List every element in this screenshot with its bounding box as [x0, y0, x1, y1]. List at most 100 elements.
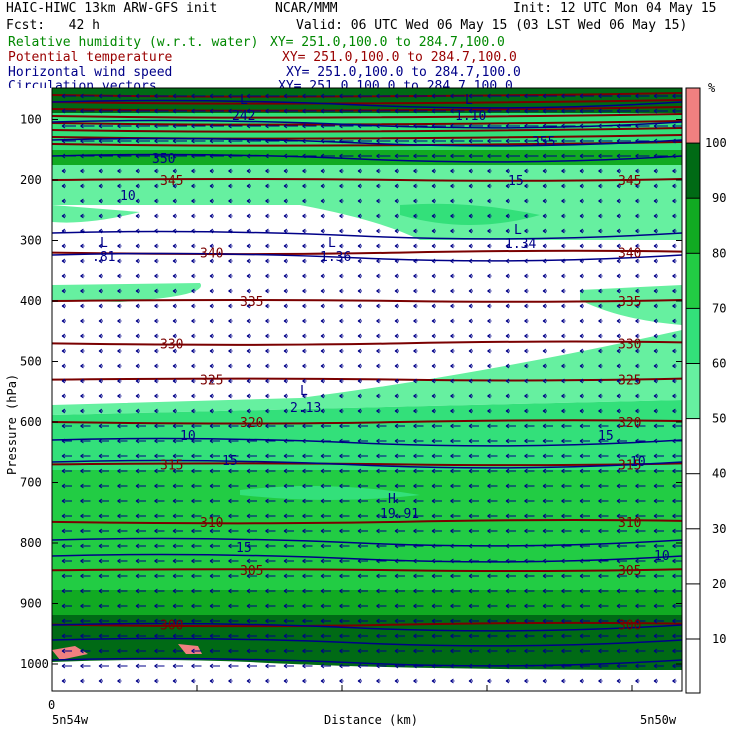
vector-head — [468, 348, 473, 354]
vector-head — [413, 243, 417, 249]
vector-head — [357, 333, 362, 339]
vector-head — [413, 213, 417, 219]
vector-head — [209, 648, 214, 654]
vector-head — [579, 453, 584, 459]
vector-head — [98, 618, 103, 624]
vector-head — [394, 663, 399, 669]
vector-head — [561, 348, 565, 354]
vector-head — [431, 663, 436, 669]
vector-head — [598, 528, 602, 534]
vector-head — [598, 423, 602, 429]
vector-head — [246, 573, 251, 579]
vector-head — [320, 603, 325, 609]
vector-head — [320, 498, 325, 504]
y-tick-label: 300 — [20, 234, 42, 248]
vector-head — [672, 363, 676, 369]
vector-head — [635, 123, 639, 129]
vector-head — [635, 543, 639, 549]
vector-head — [302, 633, 306, 639]
vector-head — [117, 513, 121, 519]
vector-head — [154, 588, 158, 594]
vector-head — [80, 528, 84, 534]
vector-head — [394, 528, 399, 534]
vector-head — [191, 123, 195, 129]
vector-head — [117, 678, 121, 684]
vector-head — [98, 333, 103, 339]
vector-head — [376, 108, 380, 114]
circulation-vector-layer — [61, 93, 682, 684]
vector-head — [653, 243, 658, 249]
vector-head — [635, 348, 639, 354]
vector-head — [487, 453, 491, 459]
vector-head — [320, 573, 325, 579]
vector-head — [61, 303, 66, 309]
field-name-wind: Horizontal wind speed — [8, 65, 173, 80]
vector-head — [357, 303, 362, 309]
vector-head — [505, 633, 510, 639]
vector-head — [302, 603, 306, 609]
vector-head — [598, 663, 602, 669]
vector-head — [635, 558, 639, 564]
vector-head — [135, 108, 140, 114]
colorbar-tick-label: 90 — [712, 191, 726, 205]
vector-head — [579, 363, 584, 369]
vector-head — [487, 363, 491, 369]
vector-head — [246, 183, 251, 189]
vector-head — [154, 213, 158, 219]
colorbar-tick-label: 70 — [712, 301, 726, 315]
vector-head — [191, 468, 195, 474]
vector-head — [265, 213, 269, 219]
vector-head — [320, 333, 325, 339]
vector-head — [413, 648, 417, 654]
vector-head — [468, 558, 473, 564]
vector-head — [598, 273, 602, 279]
vector-head — [653, 378, 658, 384]
vector-head — [413, 183, 417, 189]
vector-head — [154, 363, 158, 369]
vector-head — [80, 648, 84, 654]
vector-head — [450, 513, 454, 519]
vector-head — [579, 123, 584, 129]
vector-head — [598, 333, 602, 339]
vector-head — [561, 183, 565, 189]
vector-head — [80, 633, 84, 639]
vector-head — [320, 453, 325, 459]
vector-head — [265, 678, 269, 684]
humidity-region — [52, 558, 682, 590]
vector-head — [154, 483, 158, 489]
vector-head — [209, 558, 214, 564]
vector-head — [209, 408, 214, 414]
vector-head — [450, 543, 454, 549]
vector-head — [320, 468, 325, 474]
vector-head — [635, 663, 639, 669]
vector-head — [616, 183, 621, 189]
vector-head — [80, 423, 84, 429]
vector-head — [357, 243, 362, 249]
vector-head — [357, 588, 362, 594]
vector-head — [228, 348, 232, 354]
theta-contour-layer — [52, 92, 682, 628]
vector-head — [80, 153, 84, 159]
vector-head — [80, 138, 84, 144]
vector-head — [394, 213, 399, 219]
vector-head — [413, 483, 417, 489]
vector-head — [542, 408, 547, 414]
vector-head — [246, 228, 251, 234]
vector-head — [413, 408, 417, 414]
vector-head — [302, 618, 306, 624]
vector-head — [468, 93, 473, 99]
vector-head — [283, 618, 288, 624]
vector-head — [154, 198, 158, 204]
vector-head — [80, 483, 84, 489]
vector-head — [135, 603, 140, 609]
vector-head — [154, 258, 158, 264]
vector-head — [339, 228, 343, 234]
vector-head — [191, 393, 195, 399]
vector-head — [431, 588, 436, 594]
vector-head — [505, 258, 510, 264]
vector-head — [616, 318, 621, 324]
theta-label: 330 — [618, 337, 641, 352]
vector-head — [413, 258, 417, 264]
vector-head — [505, 183, 510, 189]
vector-head — [394, 243, 399, 249]
